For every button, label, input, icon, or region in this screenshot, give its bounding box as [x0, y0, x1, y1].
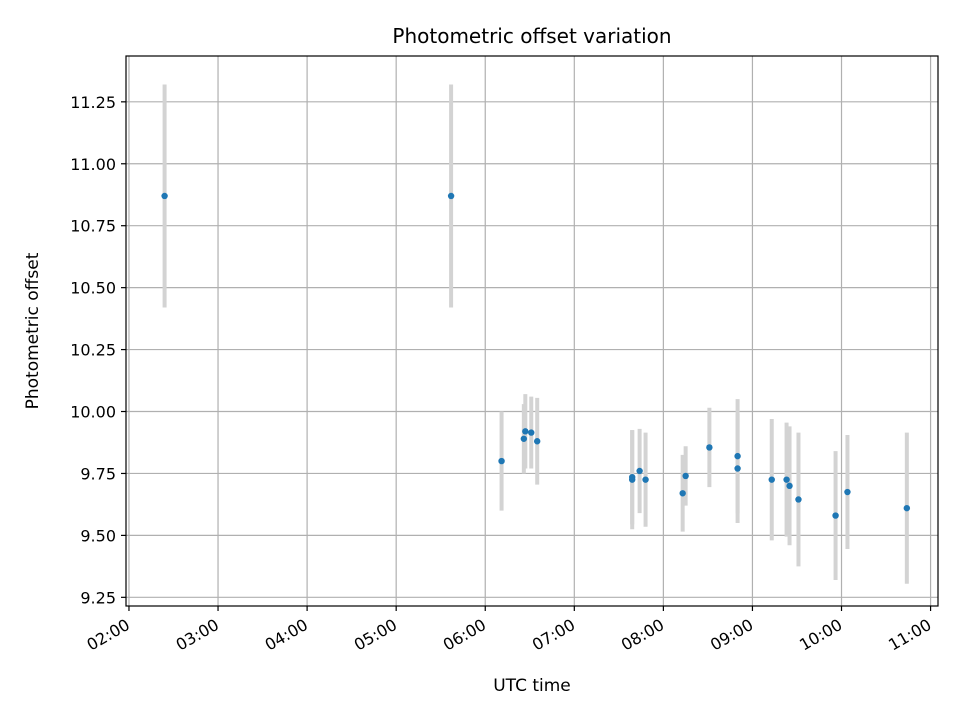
x-tick-label: 06:00	[440, 615, 489, 655]
data-point	[768, 476, 775, 483]
x-tick-label: 08:00	[618, 615, 667, 655]
data-point	[533, 438, 541, 445]
data-point	[447, 192, 455, 200]
y-tick-label: 10.75	[70, 217, 116, 236]
x-axis-label: UTC time	[493, 676, 571, 696]
data-point	[706, 444, 713, 451]
error-bars	[162, 84, 909, 584]
data-point	[795, 496, 802, 503]
grid-lines	[126, 56, 938, 606]
data-point	[528, 429, 535, 436]
data-point	[786, 482, 793, 490]
x-tick-label: 07:00	[529, 615, 578, 655]
x-tick-label: 10:00	[796, 615, 845, 655]
y-tick-label: 10.00	[70, 403, 116, 422]
data-points	[161, 192, 911, 519]
chart-title: Photometric offset variation	[392, 24, 671, 48]
data-point	[679, 490, 686, 497]
y-tick-label: 9.50	[80, 526, 116, 545]
x-tick-label: 09:00	[707, 615, 756, 655]
data-point	[844, 488, 851, 496]
data-point	[642, 476, 649, 483]
data-point	[682, 472, 689, 480]
data-point	[903, 504, 911, 512]
data-point	[734, 452, 741, 460]
data-point	[783, 476, 790, 483]
x-axis-ticks: 02:00 03:00 04:00 05:00 06:00 07:00 08:00 09:00…	[84, 606, 935, 655]
data-point	[832, 512, 839, 519]
x-tick-label: 05:00	[351, 615, 400, 655]
y-tick-label: 10.25	[70, 341, 116, 360]
data-point	[734, 465, 741, 472]
data-point	[498, 457, 505, 465]
y-axis-ticks: 9.25 9.50 9.75 10.00 10.25 10.50 10.75 11.00 11.…	[70, 93, 126, 607]
x-tick-label: 11:00	[885, 615, 934, 655]
data-point	[636, 467, 643, 475]
x-tick-label: 02:00	[84, 615, 133, 655]
y-tick-label: 11.00	[70, 155, 116, 174]
y-tick-label: 10.50	[70, 279, 116, 298]
x-tick-label: 03:00	[173, 615, 222, 655]
data-point	[522, 428, 529, 435]
y-tick-label: 9.25	[80, 588, 116, 607]
x-tick-label: 04:00	[262, 615, 311, 655]
data-point	[520, 435, 528, 442]
data-point	[161, 192, 168, 200]
data-point	[629, 476, 636, 483]
y-tick-label: 9.75	[80, 464, 116, 483]
plot-frame	[125, 55, 939, 607]
y-axis-label: Photometric offset	[23, 252, 43, 409]
y-tick-label: 11.25	[70, 93, 116, 112]
